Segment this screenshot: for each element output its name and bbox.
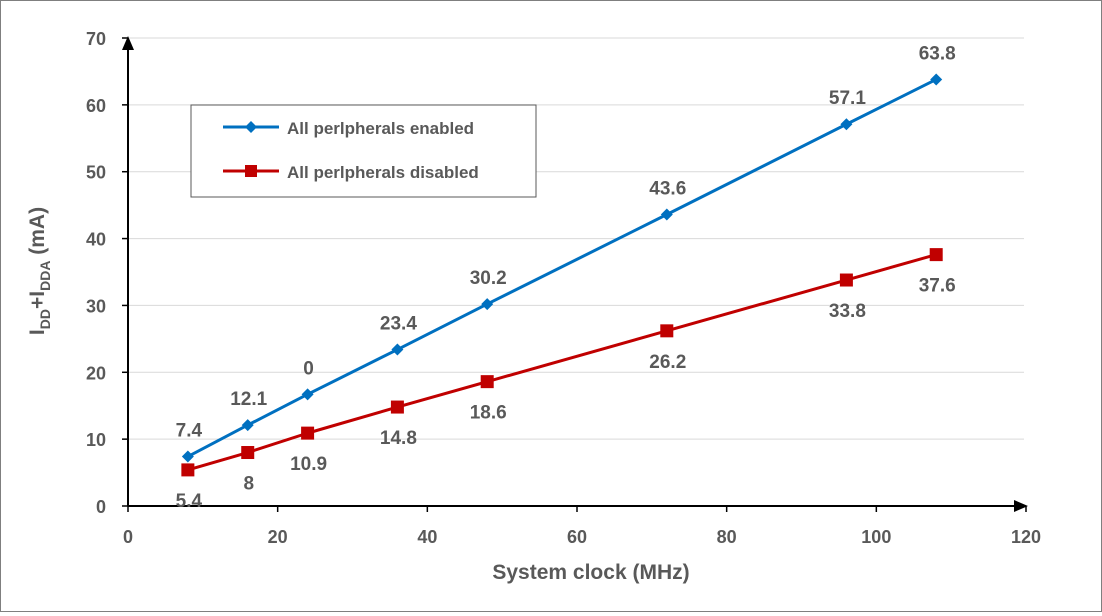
data-label-1-5: 26.2 (649, 352, 686, 373)
legend-item-disabled: All perlpherals disabled (223, 163, 479, 182)
x-tick-label-20: 20 (268, 527, 288, 547)
y-axis-title-plus: +I (26, 291, 49, 309)
legend-marker-square (245, 165, 257, 177)
legend-label-enabled: All perlpherals enabled (287, 119, 474, 138)
series-1-marker-0 (181, 463, 195, 477)
series-1-marker-6 (839, 273, 853, 287)
y-axis-title-sub2: DDA (37, 261, 53, 291)
data-label-1-0: 5.4 (176, 491, 203, 512)
series-1-marker-2 (301, 426, 315, 440)
x-axis-ticks: 0 20 40 60 80 100 120 (123, 506, 1041, 547)
series-line-0 (187, 78, 937, 458)
data-label-1-1: 8 (243, 474, 254, 495)
gridlines (128, 37, 1024, 440)
legend-label-disabled: All perlpherals disabled (287, 163, 479, 182)
y-tick-label-0: 0 (96, 497, 106, 517)
legend: All perlpherals enabled All perlpherals … (190, 104, 537, 198)
data-label-0-1: 12.1 (230, 389, 267, 410)
data-label-0-2: 0 (303, 358, 314, 379)
x-tick-label-40: 40 (417, 527, 437, 547)
y-tick-label-70: 70 (86, 29, 106, 49)
x-tick-label-80: 80 (717, 527, 737, 547)
data-label-0-3: 23.4 (380, 314, 417, 335)
x-axis-title: System clock (MHz) (492, 561, 689, 584)
data-label-1-6: 33.8 (829, 301, 866, 322)
series-line-1 (187, 253, 937, 472)
axes (122, 36, 1028, 512)
x-tick-label-60: 60 (567, 527, 587, 547)
series-1-marker-4 (480, 375, 494, 389)
y-axis-title-sub1: DD (37, 309, 53, 329)
data-labels: 7.4 12.1 0 23.4 30.2 43.6 57.1 63.8 5.4 8 10.9 14.8… (176, 43, 956, 511)
data-label-0-7: 63.8 (919, 43, 956, 64)
data-label-1-4: 18.6 (470, 403, 507, 424)
y-tick-label-50: 50 (86, 163, 106, 183)
y-tick-label-60: 60 (86, 96, 106, 116)
series-0-marker-6 (840, 118, 853, 131)
series-0-marker-3 (391, 343, 404, 356)
x-tick-label-100: 100 (861, 527, 891, 547)
legend-marker-diamond (245, 121, 257, 133)
y-axis-title: IDD+IDDA (mA) (26, 207, 53, 335)
y-tick-label-20: 20 (86, 363, 106, 383)
x-axis-arrow (1014, 500, 1028, 512)
series-0-marker-2 (301, 388, 314, 401)
data-label-1-7: 37.6 (919, 276, 956, 297)
x-tick-label-0: 0 (123, 527, 133, 547)
data-label-0-6: 57.1 (829, 88, 866, 109)
y-axis-arrow (122, 36, 134, 50)
y-tick-label-10: 10 (86, 430, 106, 450)
y-axis-title-unit: (mA) (26, 207, 49, 261)
series-0-marker-1 (241, 419, 254, 432)
y-axis-ticks: 0 10 20 30 40 50 60 70 (86, 29, 128, 517)
y-tick-label-40: 40 (86, 230, 106, 250)
data-label-1-3: 14.8 (380, 428, 417, 449)
legend-box (190, 104, 537, 198)
series-1-marker-5 (660, 324, 674, 338)
data-label-0-0: 7.4 (176, 421, 203, 442)
y-axis-title-base: I (26, 329, 49, 335)
series-0-marker-5 (660, 208, 673, 221)
data-label-0-5: 43.6 (649, 179, 686, 200)
series-0-marker-0 (181, 450, 194, 463)
series-0-marker-7 (930, 73, 943, 86)
y-tick-label-30: 30 (86, 296, 106, 316)
data-label-1-2: 10.9 (290, 454, 327, 475)
series-0-marker-4 (481, 298, 494, 311)
series-1-marker-1 (241, 446, 255, 460)
legend-item-enabled: All perlpherals enabled (223, 119, 474, 138)
series-group (181, 73, 943, 477)
x-tick-label-120: 120 (1011, 527, 1041, 547)
series-1-marker-7 (929, 248, 943, 262)
data-label-0-4: 30.2 (470, 268, 507, 289)
series-1-marker-3 (390, 400, 404, 414)
